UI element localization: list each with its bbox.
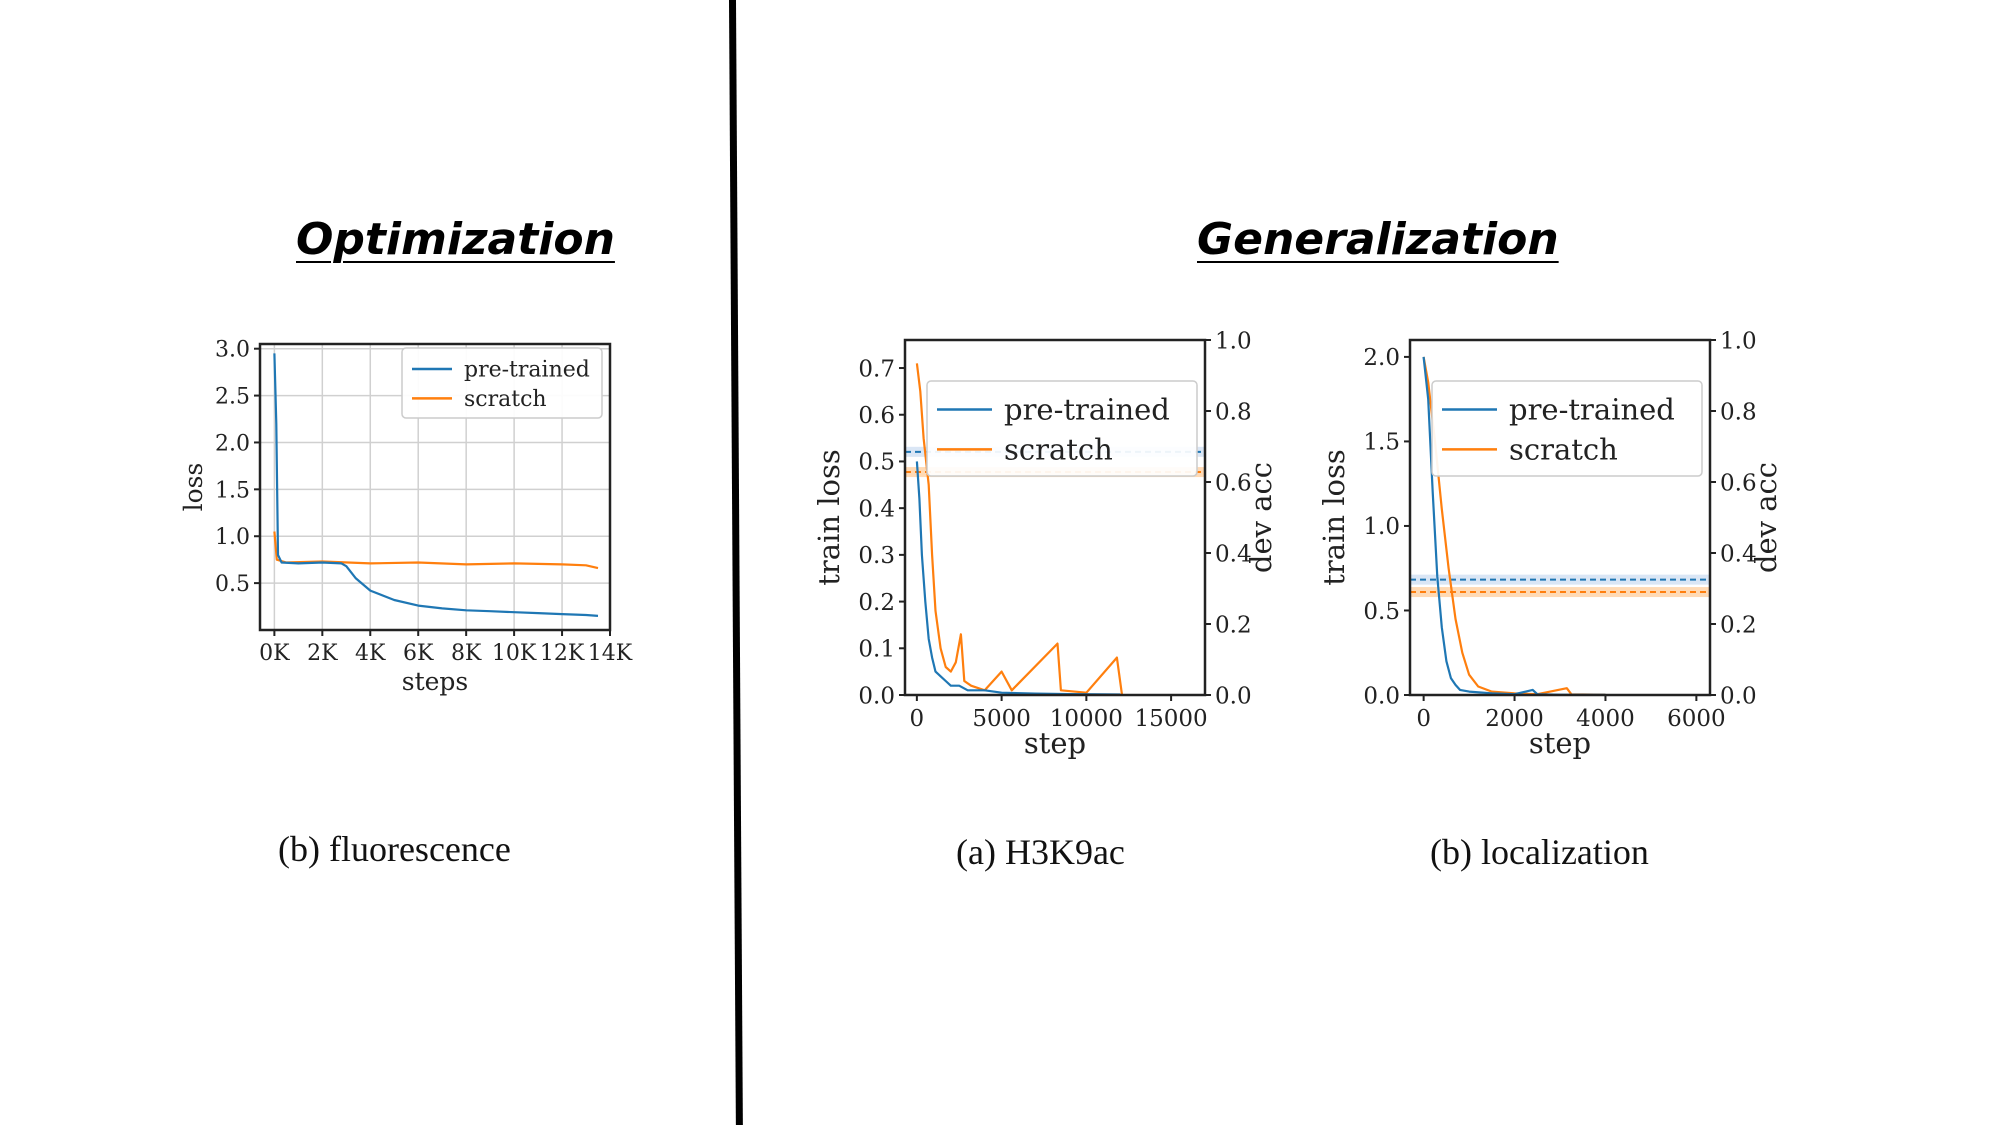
y-tick-label: 1.0	[215, 525, 250, 550]
y-tick-label: 0.3	[858, 543, 895, 569]
legend-label-scratch: scratch	[1004, 433, 1113, 467]
y-tick-label: 0.5	[858, 450, 895, 476]
y-axis-label: train loss	[1317, 449, 1351, 585]
x-axis-label: step	[1024, 726, 1086, 760]
y-tick-label: 2.0	[215, 431, 250, 456]
y-tick-label: 2.5	[215, 384, 250, 409]
y2-tick-label: 0.8	[1215, 399, 1252, 425]
legend: pre-trained scratch	[401, 347, 603, 419]
legend-box	[401, 347, 603, 419]
y2-tick-label: 0.0	[1215, 683, 1252, 709]
y-axis-label: train loss	[812, 449, 846, 585]
x-tick-label: 2K	[307, 641, 338, 666]
legend-box	[1431, 380, 1703, 477]
series-line-pre-trained	[915, 461, 1121, 696]
y2-tick-label: 0.2	[1720, 612, 1757, 638]
y2-tick-label: 0.4	[1720, 541, 1757, 567]
legend-label-pre-trained: pre-trained	[1004, 393, 1170, 427]
x-axis-label: steps	[402, 667, 469, 696]
y2-axis-label: dev acc	[1244, 462, 1278, 573]
section-divider	[729, 0, 743, 1125]
heading-optimization: Optimization	[296, 214, 615, 265]
y-tick-label: 1.0	[1363, 514, 1400, 540]
chart-localization: 0 2000 4000 60000.00.51.01.52.00.00.20.40.6…	[1317, 328, 1783, 760]
y2-tick-label: 0.0	[1720, 683, 1757, 709]
y2-tick-label: 0.8	[1720, 399, 1757, 425]
y-tick-label: 3.0	[215, 338, 250, 363]
x-tick-label: 6000	[1667, 706, 1726, 732]
legend: pre-trained scratch	[926, 380, 1198, 477]
x-tick-label: 14K	[588, 641, 633, 666]
series-line-pre-trained	[1422, 356, 1606, 696]
legend-label-pre-trained: pre-trained	[1509, 393, 1675, 427]
x-axis-label: step	[1529, 726, 1591, 760]
legend: pre-trained scratch	[1431, 380, 1703, 477]
plot-frame	[903, 338, 1207, 697]
y-tick-label: 0.4	[858, 496, 895, 522]
x-tick-label: 15000	[1135, 706, 1208, 732]
y2-tick-label: 1.0	[1720, 328, 1757, 354]
y-tick-label: 1.5	[215, 478, 250, 503]
y2-axis-label: dev acc	[1749, 462, 1783, 573]
y2-tick-label: 1.0	[1215, 328, 1252, 354]
caption-fluorescence: (b) fluorescence	[278, 829, 511, 869]
x-tick-label: 0K	[259, 641, 290, 666]
x-tick-label: 8K	[451, 641, 482, 666]
y-tick-label: 0.5	[215, 572, 250, 597]
y-axis-label: loss	[179, 463, 208, 512]
y-tick-label: 1.5	[1363, 430, 1400, 456]
y2-tick-label: 0.6	[1215, 470, 1252, 496]
series-line-pre-trained	[273, 353, 599, 617]
series-line-scratch	[915, 363, 1123, 695]
y-tick-label: 0.1	[858, 637, 895, 663]
y-tick-label: 0.6	[858, 403, 895, 429]
caption-localization: (b) localization	[1430, 832, 1649, 872]
x-tick-label: 4000	[1576, 706, 1635, 732]
x-tick-label: 2000	[1485, 706, 1544, 732]
plot-frame	[1408, 338, 1712, 697]
legend-label-pre-trained: pre-trained	[464, 358, 590, 383]
x-tick-label: 0	[1416, 706, 1431, 732]
x-tick-label: 6K	[403, 641, 434, 666]
y2-tick-label: 0.6	[1720, 470, 1757, 496]
x-tick-label: 10000	[1050, 706, 1123, 732]
y-tick-label: 0.0	[1363, 683, 1400, 709]
heading-generalization: Generalization	[1197, 214, 1559, 265]
y-tick-label: 0.5	[1363, 599, 1400, 625]
y-tick-label: 2.0	[1363, 345, 1400, 371]
legend-label-scratch: scratch	[1509, 433, 1618, 467]
plot-frame	[258, 342, 612, 632]
y2-tick-label: 0.2	[1215, 612, 1252, 638]
legend-label-scratch: scratch	[464, 387, 547, 412]
x-tick-label: 0	[910, 706, 925, 732]
x-tick-label: 10K	[492, 641, 537, 666]
x-tick-label: 12K	[540, 641, 585, 666]
chart-fluorescence: 0K 2K 4K 6K 8K 10K 12K 14K 0.5 1.0 1.5 2.0 2.5 3.0 ste…	[179, 338, 633, 696]
x-tick-label: 5000	[972, 706, 1031, 732]
legend-box	[926, 380, 1198, 477]
chart-h3k9ac: 0 5000 10000 15000 0.0 0.1 0.2 0.3 0.4 0.5 0.6 0.7 0…	[812, 328, 1278, 760]
y-tick-label: 0.0	[858, 683, 895, 709]
y2-tick-label: 0.4	[1215, 541, 1252, 567]
caption-h3k9ac: (a) H3K9ac	[956, 832, 1125, 872]
x-tick-label: 4K	[355, 641, 386, 666]
y-tick-label: 0.2	[858, 590, 895, 616]
y-tick-label: 0.7	[858, 356, 895, 382]
